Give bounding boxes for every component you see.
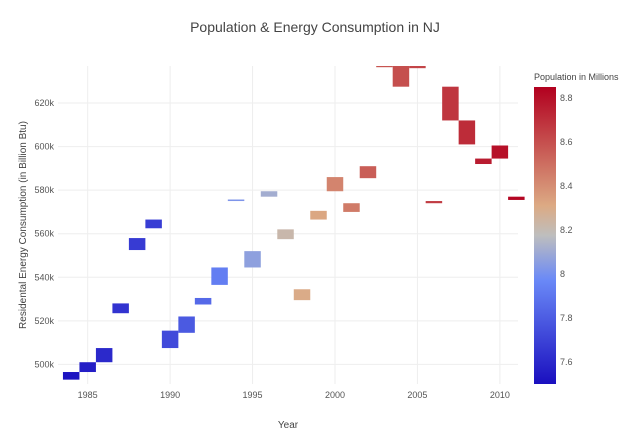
colorbar-tick-label: 7.6 xyxy=(560,357,573,367)
bar xyxy=(508,196,525,200)
y-tick-label: 520k xyxy=(34,316,54,326)
bar xyxy=(277,229,294,240)
x-tick-label: 2000 xyxy=(325,390,345,400)
x-axis-ticks: 1985 1990 1995 2000 2005 2010 xyxy=(78,390,510,400)
x-axis-title: Year xyxy=(278,420,299,431)
colorbar-gradient xyxy=(534,87,556,384)
bar xyxy=(343,203,360,212)
bar xyxy=(194,297,212,305)
x-tick-label: 2005 xyxy=(407,390,427,400)
bar xyxy=(475,158,492,165)
bars xyxy=(62,66,525,380)
colorbar-tick-label: 8.4 xyxy=(560,181,573,191)
x-tick-label: 2010 xyxy=(490,390,510,400)
colorbar-title: Population in Millions xyxy=(534,72,619,82)
bar xyxy=(227,199,245,202)
bar xyxy=(491,145,509,159)
colorbar-tick-label: 8.2 xyxy=(560,225,573,235)
bar xyxy=(392,66,410,87)
y-tick-label: 600k xyxy=(34,142,54,152)
bar xyxy=(310,210,327,220)
colorbar: Population in Millions 7.6 7.8 8 8.2 8.4 8.6 8… xyxy=(534,72,619,384)
bar xyxy=(79,362,96,373)
bar xyxy=(145,219,162,229)
y-tick-label: 500k xyxy=(34,359,54,369)
y-tick-label: 620k xyxy=(34,98,54,108)
colorbar-tick-label: 7.8 xyxy=(560,313,573,323)
chart-title: Population & Energy Consumption in NJ xyxy=(190,19,440,35)
colorbar-tick-label: 8 xyxy=(560,269,565,279)
colorbar-tick-label: 8.6 xyxy=(560,137,573,147)
bar xyxy=(95,348,113,363)
colorbar-tick-label: 8.8 xyxy=(560,93,573,103)
bar xyxy=(128,238,146,251)
grid-lines xyxy=(58,66,518,384)
bar xyxy=(458,120,476,145)
bar xyxy=(260,191,278,197)
y-axis-title: Residental Energy Consumption (in Billio… xyxy=(18,121,29,329)
y-tick-label: 560k xyxy=(34,229,54,239)
y-tick-label: 540k xyxy=(34,272,54,282)
bar xyxy=(376,66,393,68)
bar xyxy=(112,303,129,314)
bar xyxy=(326,177,344,192)
x-tick-label: 1995 xyxy=(243,390,263,400)
colorbar-ticks: 7.6 7.8 8 8.2 8.4 8.6 8.8 xyxy=(560,93,573,367)
y-axis-ticks: 500k 520k 540k 560k 580k 600k 620k xyxy=(34,98,54,369)
plot-area xyxy=(58,66,518,384)
bar xyxy=(409,66,426,69)
x-tick-label: 1985 xyxy=(78,390,98,400)
bar xyxy=(178,316,195,333)
y-tick-label: 580k xyxy=(34,185,54,195)
bar xyxy=(293,289,311,301)
bar xyxy=(425,201,443,204)
bar xyxy=(211,267,228,285)
bar xyxy=(244,251,261,268)
bar xyxy=(442,86,459,121)
bar xyxy=(359,166,377,179)
bar xyxy=(161,330,179,349)
bar xyxy=(62,372,80,380)
x-tick-label: 1990 xyxy=(160,390,180,400)
